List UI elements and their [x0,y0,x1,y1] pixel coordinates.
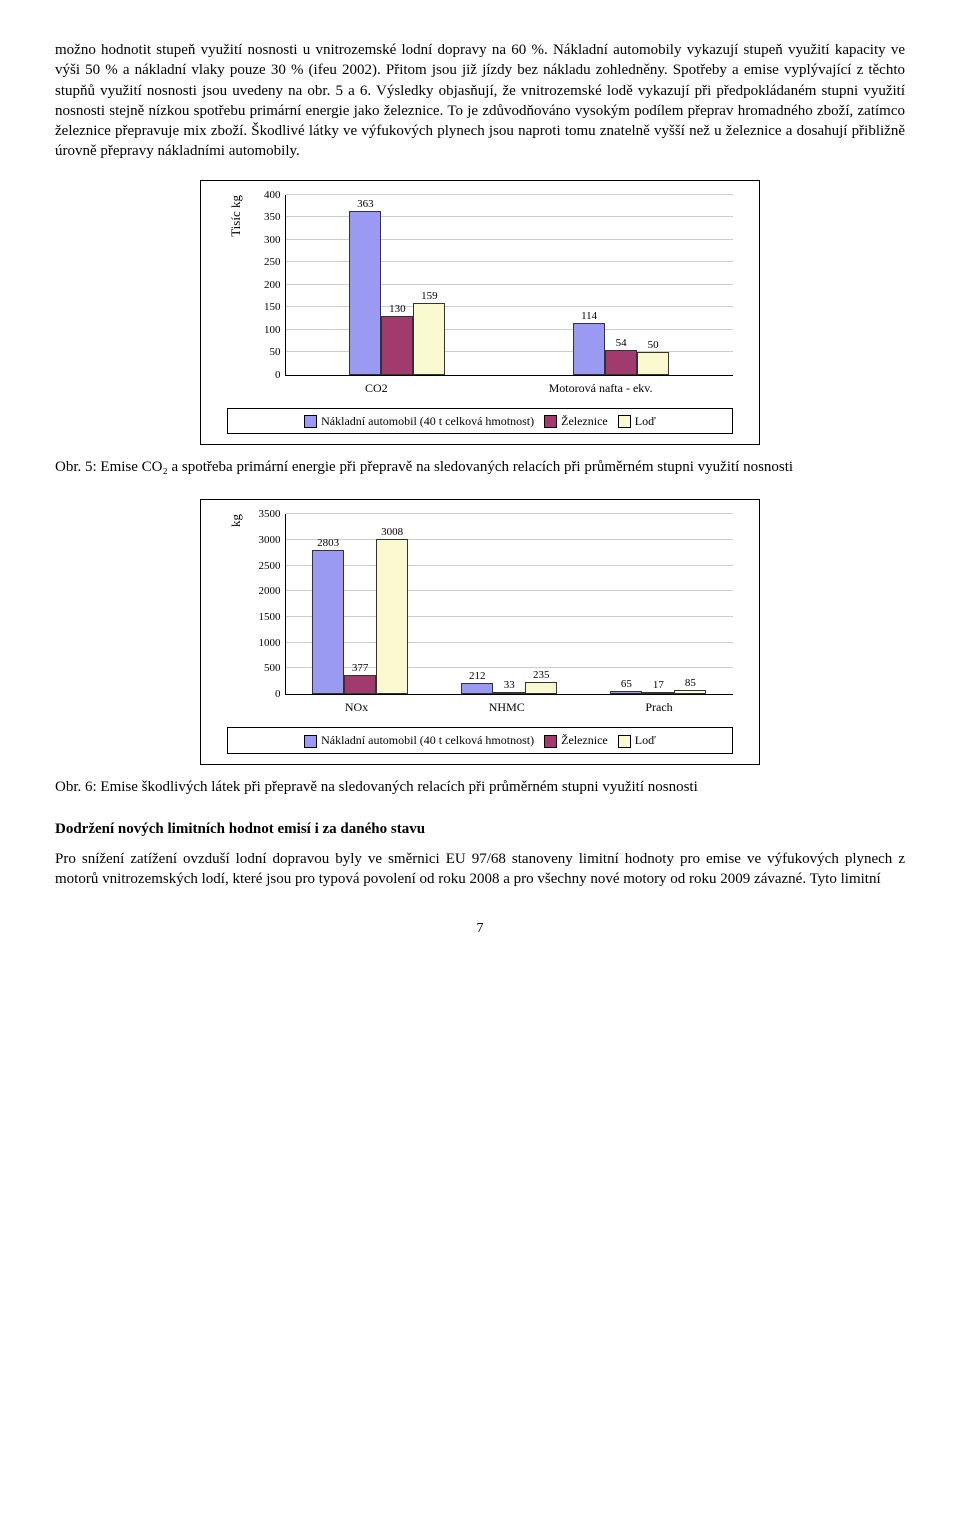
chart2-legend: Nákladní automobil (40 t celková hmotnos… [227,727,733,753]
chart1-plot: 3631301591145450 [285,195,733,376]
chart2-yaxis: 3500300025002000150010005000 [251,514,285,694]
x-category-label: CO2 [365,380,388,396]
bar-value-label: 212 [469,669,486,684]
legend-swatch [618,415,631,428]
legend-swatch [304,735,317,748]
x-category-label: NHMC [489,699,525,715]
bar-value-label: 363 [357,197,374,212]
chart-pollutants: kg 3500300025002000150010005000 28033773… [200,499,760,764]
x-category-label: Prach [645,699,672,715]
bar: 54 [605,350,637,374]
bar: 235 [525,682,557,694]
bar: 3008 [376,539,408,694]
legend-label: Loď [635,414,656,428]
bar-group: 651785 [610,690,706,694]
bar: 363 [349,211,381,374]
legend-label: Nákladní automobil (40 t celková hmotnos… [321,733,534,747]
paragraph-2: Pro snížení zatížení ovzduší lodní dopra… [55,849,905,890]
bar: 50 [637,352,669,375]
bar-group: 363130159 [349,211,445,374]
x-category-label: NOx [345,699,368,715]
bar-value-label: 33 [504,678,515,693]
bar: 2803 [312,550,344,694]
bar-value-label: 50 [648,338,659,353]
legend-swatch [618,735,631,748]
bar-value-label: 159 [421,289,438,304]
bar-group: 1145450 [573,323,669,374]
bar-value-label: 130 [389,302,406,317]
legend-label: Loď [635,733,656,747]
bar-value-label: 54 [616,336,627,351]
legend-swatch [304,415,317,428]
caption-fig6: Obr. 6: Emise škodlivých látek při přepr… [55,777,905,797]
section-heading: Dodržení nových limitních hodnot emisí i… [55,819,905,839]
bar-group: 21233235 [461,682,557,694]
bar-value-label: 17 [653,678,664,693]
legend-label: Nákladní automobil (40 t celková hmotnos… [321,414,534,428]
bar-value-label: 235 [533,668,550,683]
bar-value-label: 114 [581,309,597,324]
bar: 17 [642,692,674,694]
legend-label: Železnice [561,414,608,428]
bar-value-label: 85 [685,676,696,691]
bar: 65 [610,691,642,694]
bar: 33 [493,692,525,694]
bar: 114 [573,323,605,374]
paragraph-1: možno hodnotit stupeň využití nosnosti u… [55,40,905,162]
bar: 377 [344,675,376,694]
legend-swatch [544,415,557,428]
bar-value-label: 3008 [381,525,403,540]
bar-group: 28033773008 [312,539,408,694]
x-category-label: Motorová nafta - ekv. [549,380,653,396]
bar: 130 [381,316,413,375]
bar-value-label: 65 [621,677,632,692]
legend-label: Železnice [561,733,608,747]
chart2-xlabels: NOx NHMC Prach [285,699,733,715]
bar: 85 [674,690,706,694]
bar: 212 [461,683,493,694]
chart2-plot: 2803377300821233235651785 [285,514,733,695]
page-number: 7 [55,920,905,939]
legend-swatch [544,735,557,748]
bar: 159 [413,303,445,375]
chart-co2-energy: Tisíc kg 400350300250200150100500 363130… [200,180,760,445]
chart1-ylabel: Tisíc kg [227,195,245,237]
caption-fig5: Obr. 5: Emise CO₂ a spotřeba primární en… [55,457,905,477]
chart1-xlabels: CO2 Motorová nafta - ekv. [285,380,733,396]
chart1-yaxis: 400350300250200150100500 [251,195,285,375]
bar-value-label: 377 [352,661,369,676]
chart1-legend: Nákladní automobil (40 t celková hmotnos… [227,408,733,434]
bar-value-label: 2803 [317,536,339,551]
chart2-ylabel: kg [227,514,245,527]
